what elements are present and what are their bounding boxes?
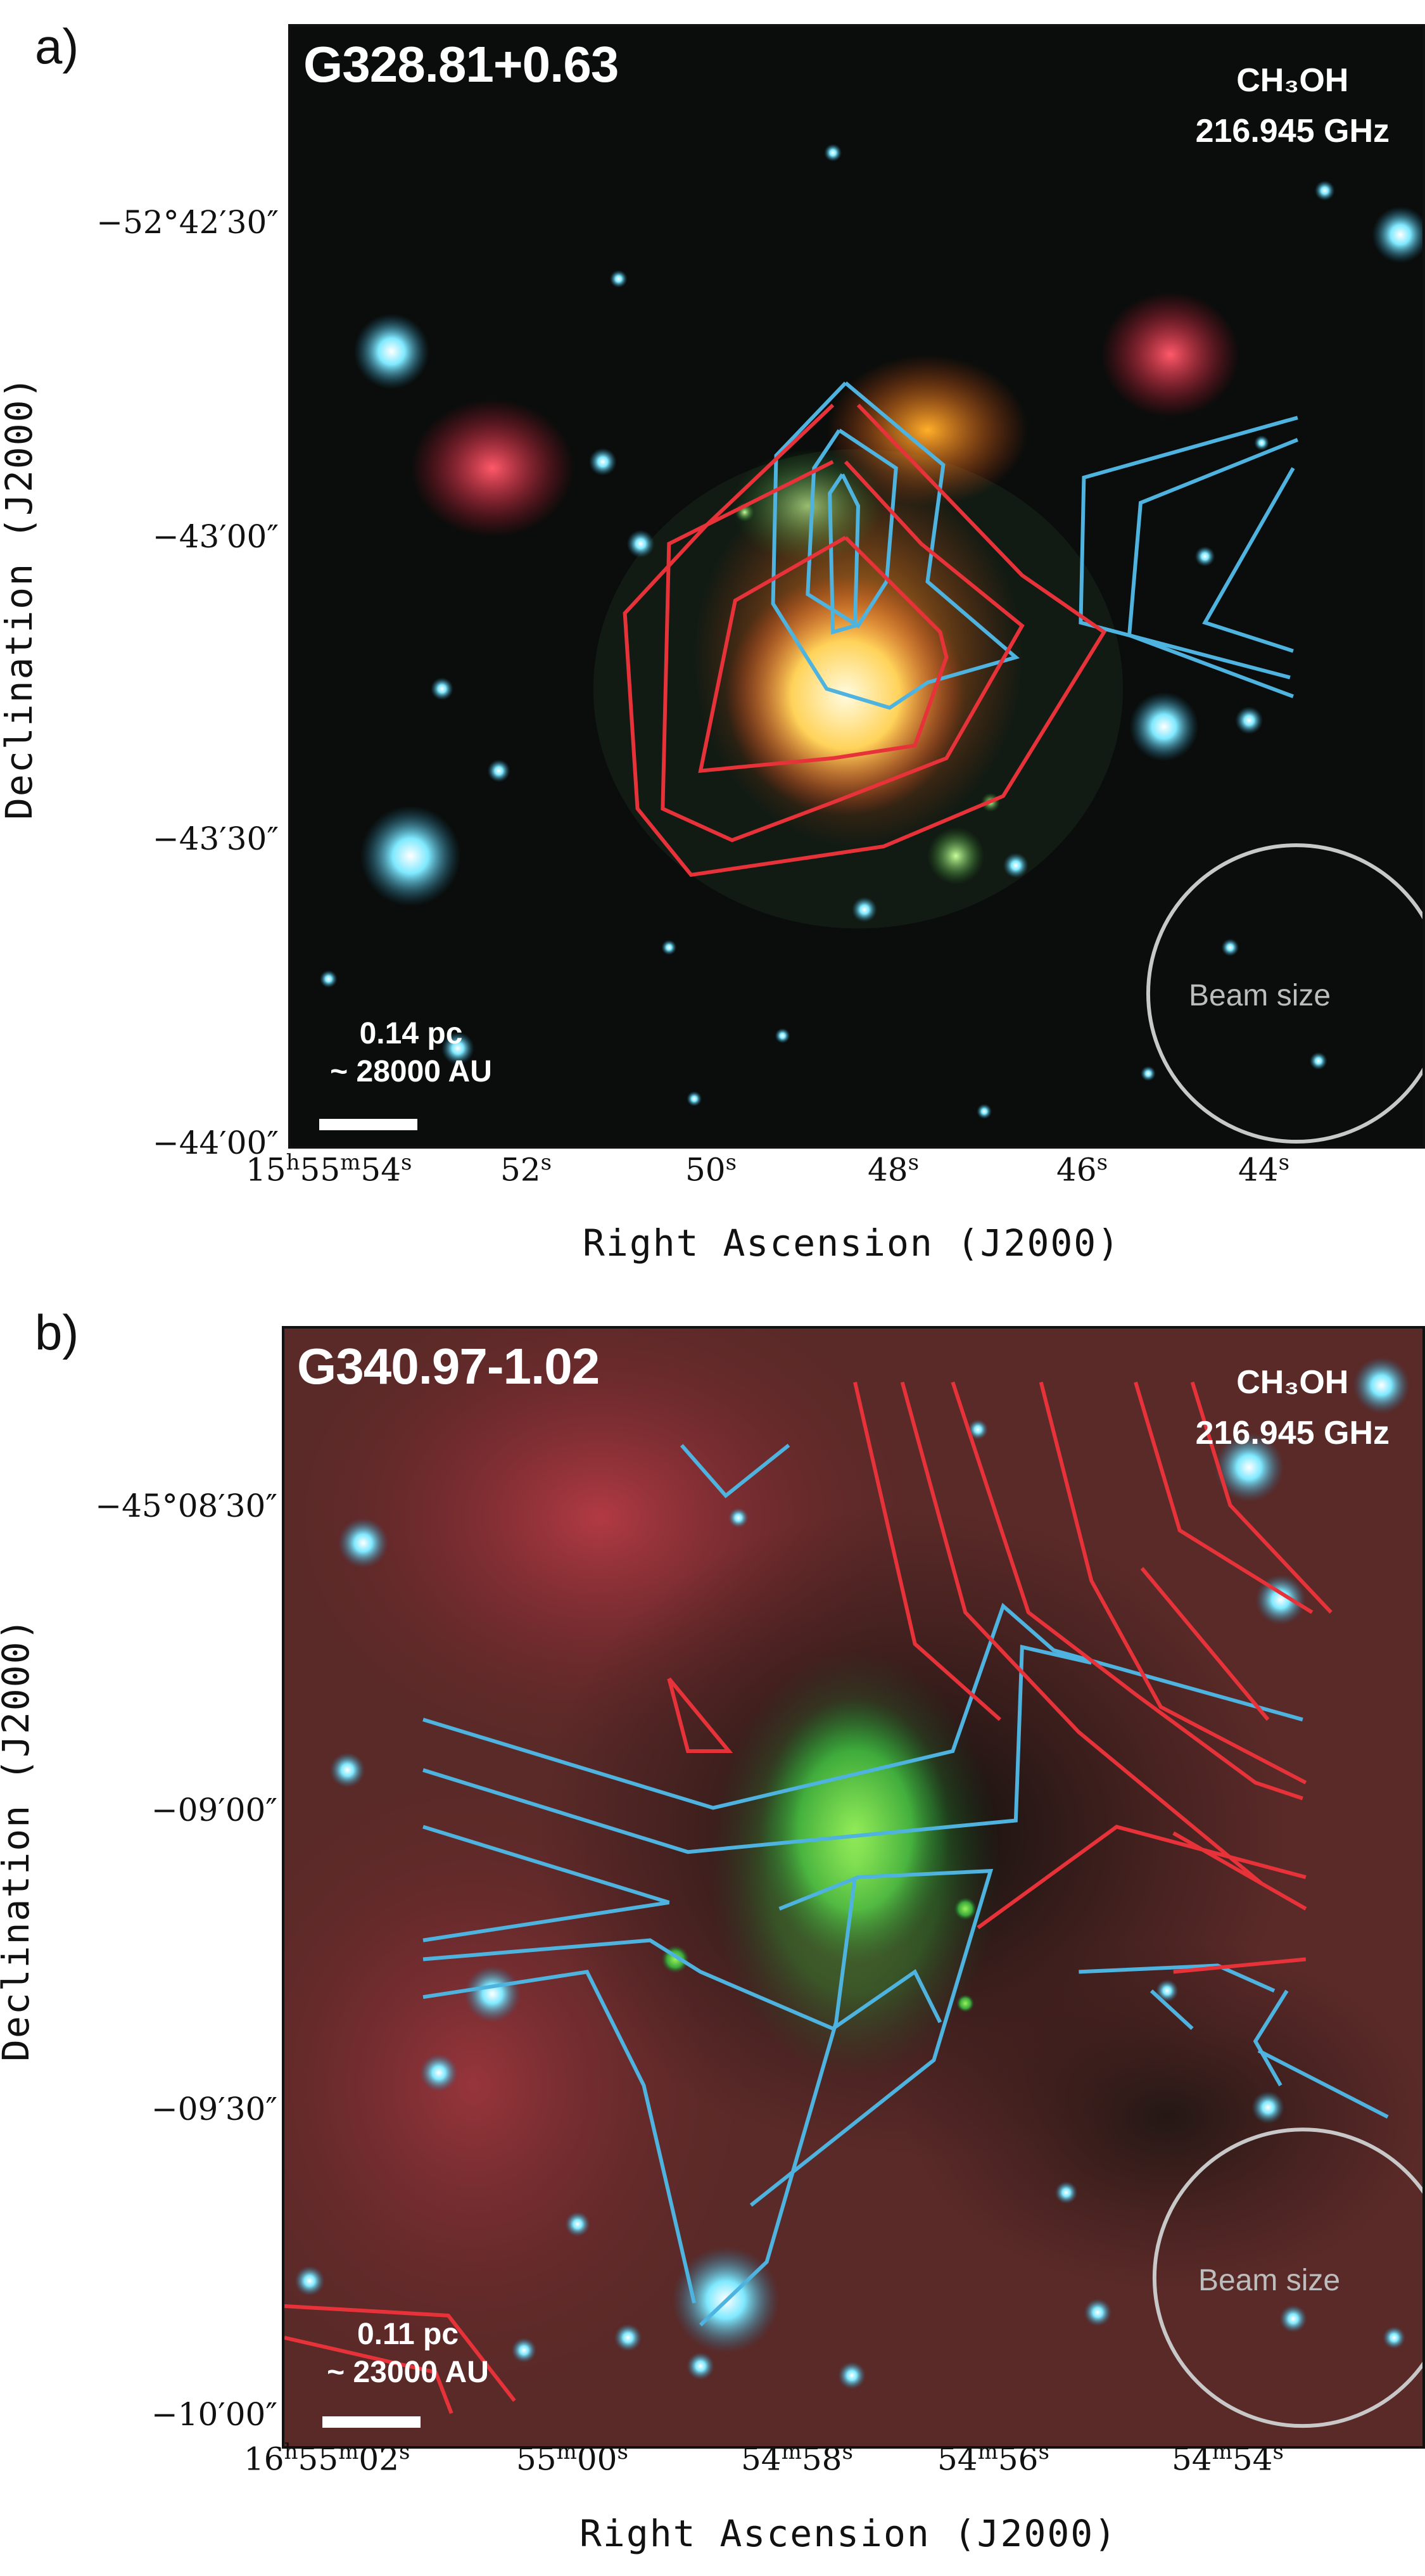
ra-tick: 48s [868, 1150, 920, 1189]
molecule-name: CH₃OH [1236, 62, 1349, 99]
scale-bar [319, 1119, 417, 1130]
ra-tick: 52s [500, 1150, 552, 1189]
dec-tick: −10′00″ [151, 2396, 277, 2433]
ra-tick: 54m58s [741, 2439, 853, 2478]
x-axis-label: Right Ascension (J2000) [580, 2512, 1118, 2555]
scale-label: 0.11 pc ~ 23000 AU [300, 2316, 516, 2392]
dec-tick: −43′00″ [152, 518, 279, 555]
frequency: 216.945 GHz [1195, 1415, 1390, 1451]
contour-red [623, 404, 1107, 877]
scale-pc: 0.11 pc [357, 2318, 459, 2351]
ra-tick: 15h55m54s [246, 1150, 412, 1189]
ra-tick: 16h55m02s [244, 2439, 410, 2478]
scale-bar [322, 2416, 421, 2428]
source-name: G340.97-1.02 [297, 1338, 600, 1394]
molecule-label: CH₃OH 216.945 GHz [1196, 55, 1390, 156]
dec-tick: −09′00″ [151, 1792, 277, 1828]
frequency: 216.945 GHz [1195, 113, 1390, 150]
image-frame: G328.81+0.63 CH₃OH 216.945 GHz Beam size… [288, 24, 1425, 1149]
contour-blue [771, 381, 1298, 710]
ra-tick: 54m54s [1172, 2439, 1284, 2478]
scale-label: 0.14 pc ~ 28000 AU [303, 1015, 519, 1091]
scale-pc: 0.14 pc [359, 1017, 463, 1050]
ra-tick: 54m56s [937, 2439, 1049, 2478]
source-name: G328.81+0.63 [303, 36, 619, 92]
molecule-name: CH₃OH [1236, 1364, 1349, 1401]
ra-tick: 55m00s [516, 2439, 628, 2478]
figure-panel-a: a) [0, 0, 1425, 1286]
molecule-label: CH₃OH 216.945 GHz [1196, 1357, 1390, 1458]
infrared-image [284, 1329, 1422, 2446]
panel-letter: b) [35, 1304, 79, 1360]
scale-au: ~ 28000 AU [330, 1055, 492, 1088]
beam-circle [1152, 2127, 1422, 2428]
panel-letter: a) [35, 18, 79, 74]
beam-circle [1146, 843, 1422, 1144]
dec-tick: −09′30″ [151, 2091, 277, 2127]
y-axis-label: Declination (J2000) [0, 1617, 37, 2062]
figure-panel-b: b) [0, 1286, 1425, 2572]
contour-red [284, 1381, 1333, 2414]
scale-au: ~ 23000 AU [327, 2356, 489, 2389]
ra-tick: 44s [1238, 1150, 1290, 1189]
y-axis-label: Declination (J2000) [0, 375, 41, 820]
dec-tick: −45°08′30″ [95, 1488, 277, 1524]
x-axis-label: Right Ascension (J2000) [583, 1221, 1121, 1265]
dec-tick: −52°42′30″ [96, 204, 279, 241]
contour-blue [422, 1443, 1389, 2327]
dec-tick: −43′30″ [152, 820, 279, 857]
beam-size-label: Beam size [1198, 2264, 1341, 2297]
dec-tick: −44′00″ [152, 1125, 279, 1161]
image-frame: G340.97-1.02 CH₃OH 216.945 GHz Beam size… [282, 1326, 1425, 2449]
infrared-image [291, 27, 1422, 1146]
ra-tick: 46s [1056, 1150, 1108, 1189]
ra-tick: 50s [685, 1150, 737, 1189]
beam-size-label: Beam size [1189, 979, 1331, 1012]
